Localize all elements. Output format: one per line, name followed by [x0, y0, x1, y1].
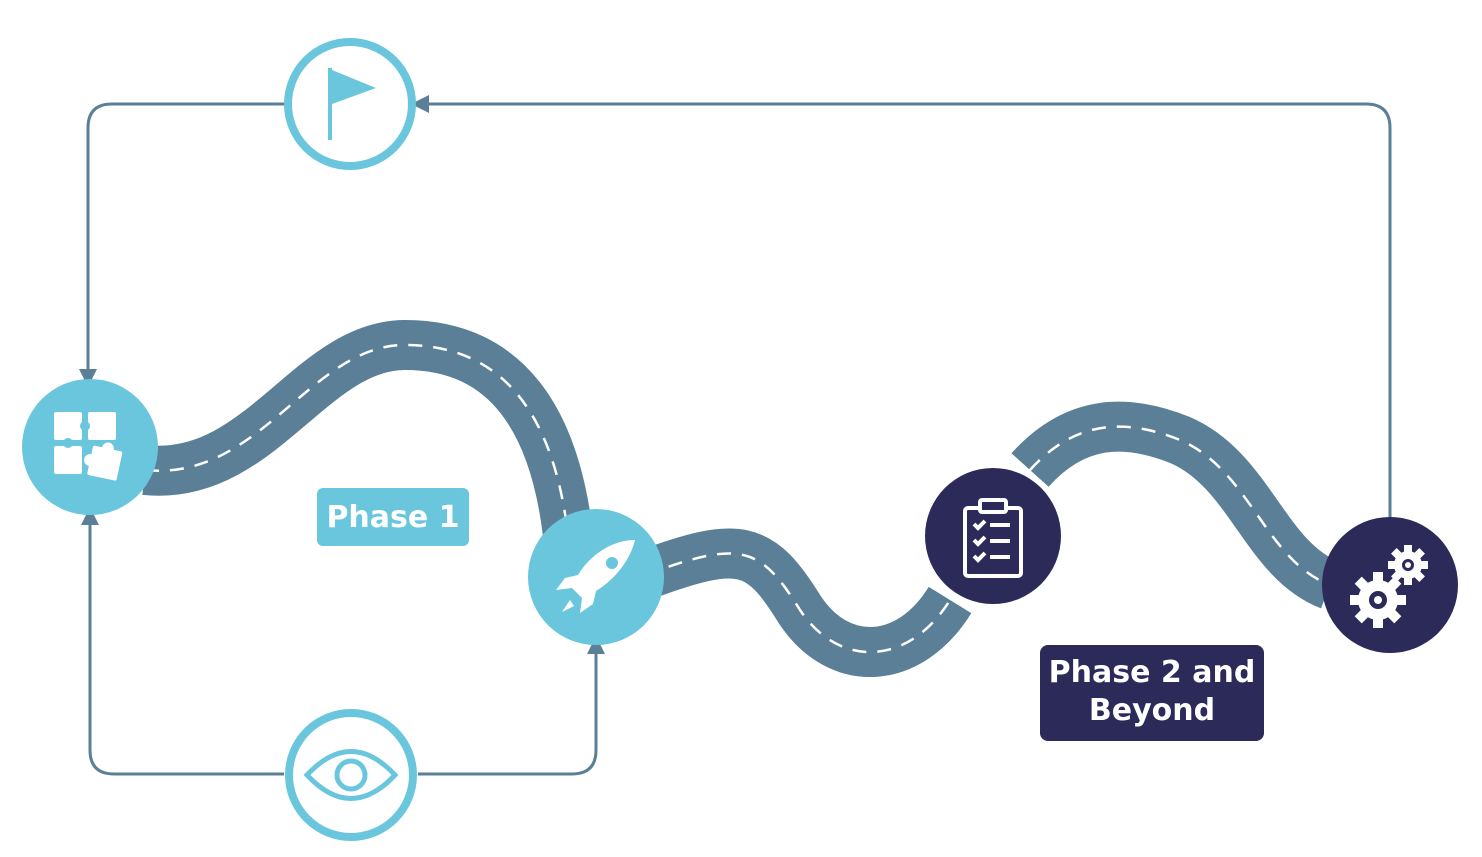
road-segment-phase2 — [1011, 401, 1341, 609]
rocket-icon — [556, 540, 635, 613]
road-segment-middle — [636, 528, 972, 677]
flag-icon — [328, 68, 376, 140]
clipboard-node — [925, 468, 1061, 604]
puzzle-node — [22, 379, 158, 515]
eye-node — [285, 709, 417, 841]
road-dashes-middle — [644, 552, 952, 654]
phase1-label: Phase 1 — [326, 500, 459, 535]
phase2-label-line2: Beyond — [1089, 693, 1215, 728]
phase2-badge: Phase 2 and Beyond — [1040, 645, 1264, 741]
loop-line-eye-to-rocket — [418, 636, 605, 776]
gears-node — [1322, 517, 1458, 653]
phase1-badge: Phase 1 — [317, 488, 469, 546]
loop-line-eye-left — [88, 640, 284, 776]
clipboard-checklist-icon — [963, 498, 1023, 578]
gears-icon — [1350, 545, 1428, 628]
road-dashes-phase2 — [1029, 425, 1331, 587]
phase2-label-line1: Phase 2 and — [1049, 655, 1256, 690]
feedback-loop-lines — [79, 95, 1392, 776]
road-dashes-phase1 — [144, 343, 570, 536]
eye-icon — [303, 749, 399, 801]
phase1-badge-background — [317, 488, 469, 546]
rocket-node — [528, 509, 664, 645]
puzzle-icon — [54, 412, 123, 481]
flag-node — [284, 38, 416, 170]
loop-line-flag-to-puzzle — [79, 102, 285, 387]
phase2-badge-background — [1040, 645, 1264, 741]
winding-road — [142, 319, 1341, 677]
loop-line-gears-to-flag — [411, 95, 1392, 520]
